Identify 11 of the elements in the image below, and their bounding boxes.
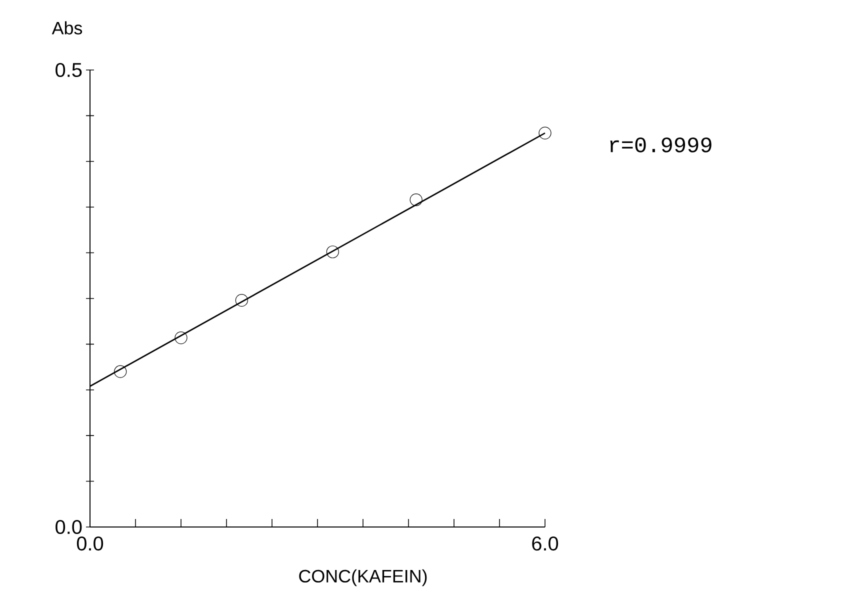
text: r=0.9999: [610, 137, 712, 152]
point: [326, 246, 339, 258]
point: [538, 126, 552, 140]
point: [114, 365, 127, 378]
x-tick-label: 6.0: [532, 536, 558, 551]
x-axis-title: CONC(KAFEIN): [299, 569, 427, 586]
y-axis-title: Abs: [52, 21, 82, 34]
point: [235, 294, 248, 307]
y-tick-label: 0.5: [56, 62, 82, 78]
point: [410, 193, 422, 206]
point: [174, 331, 188, 344]
